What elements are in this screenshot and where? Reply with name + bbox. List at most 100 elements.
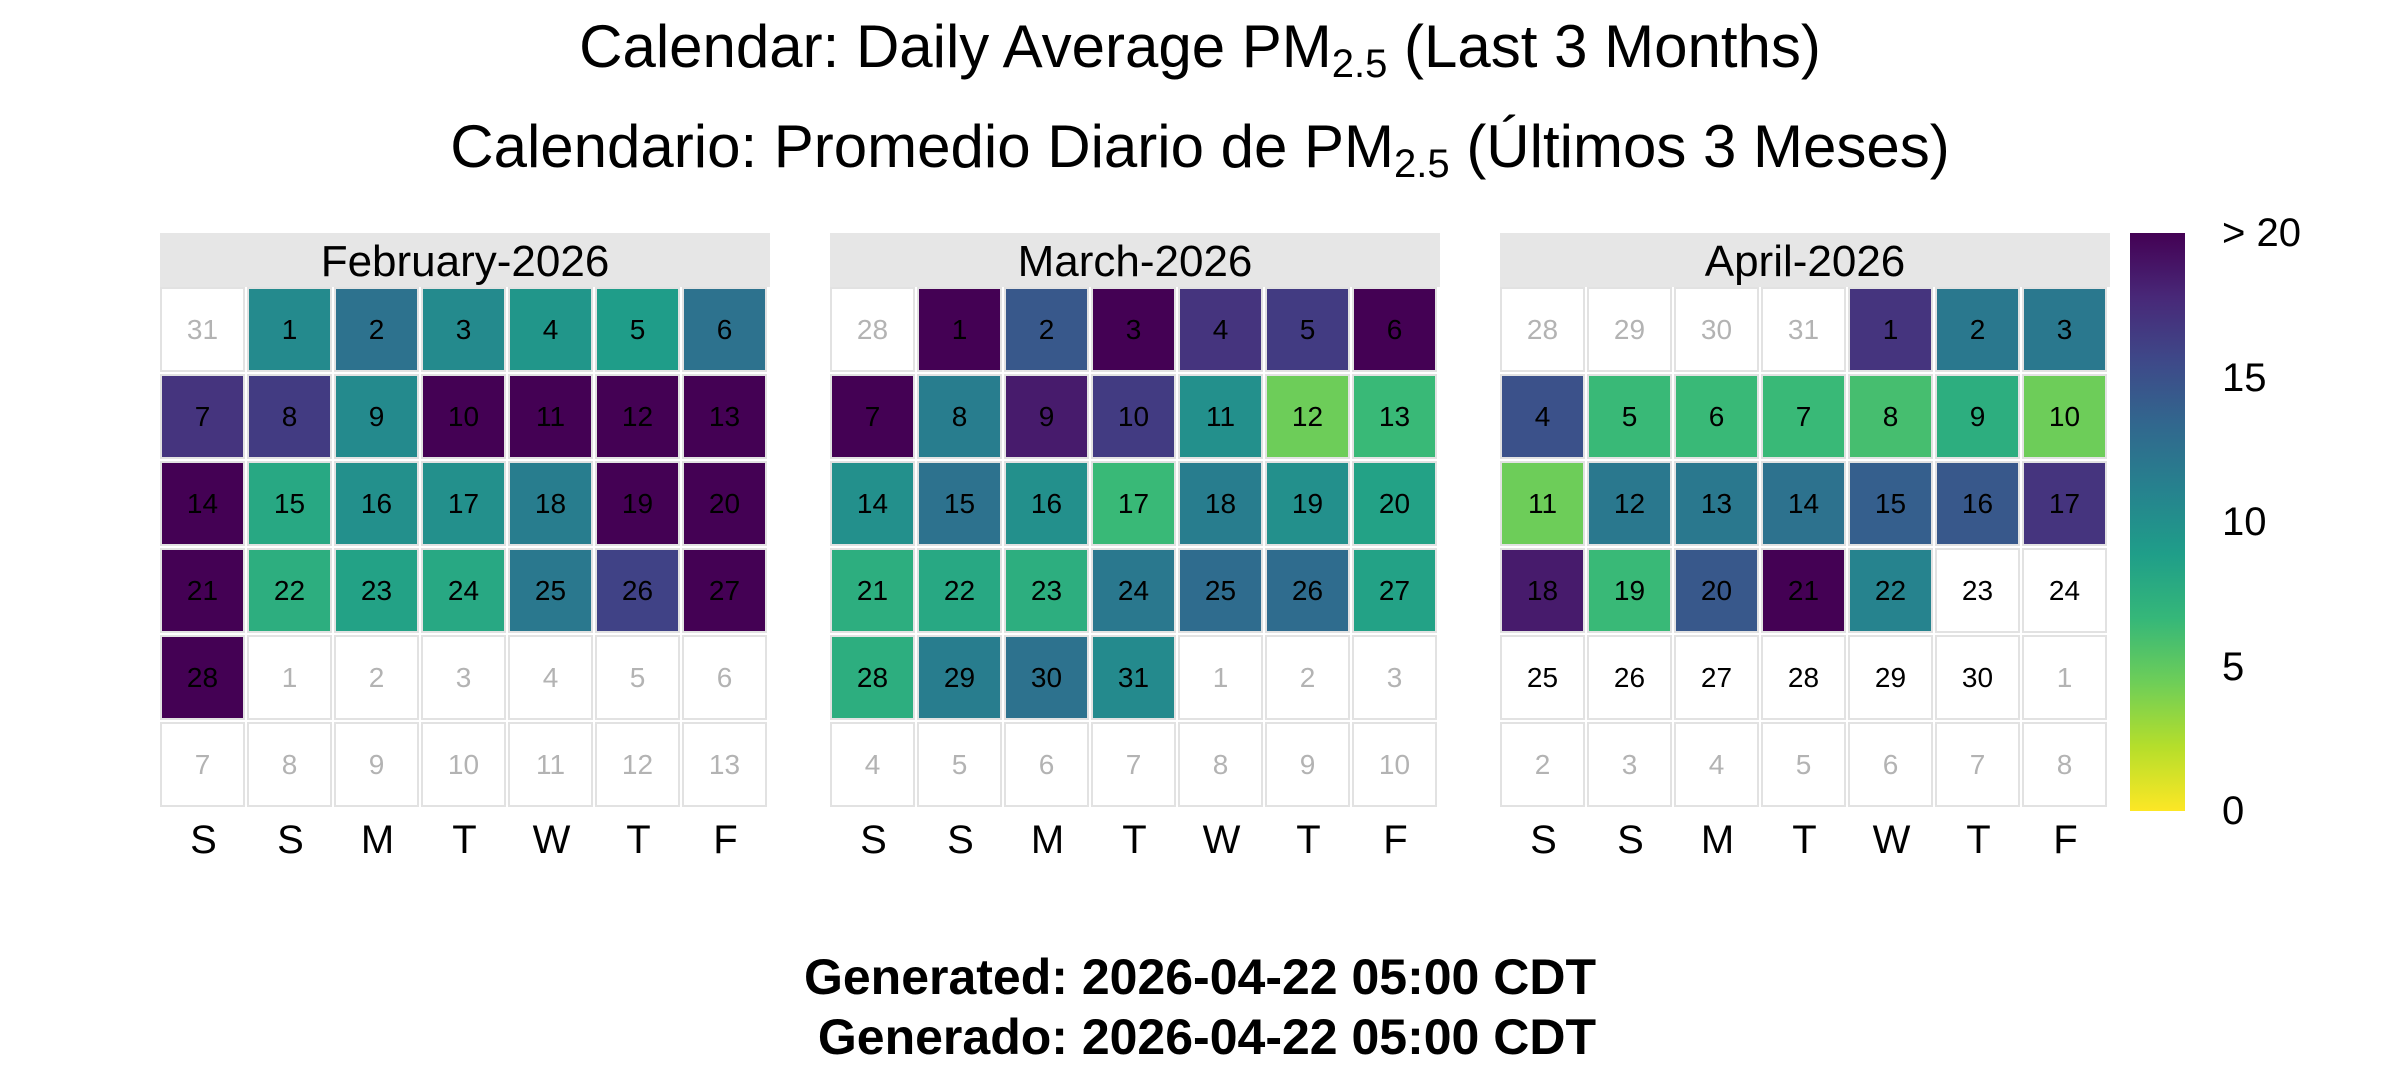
- weekday-label: T: [1792, 818, 1817, 862]
- weekday-label: S: [1617, 818, 1644, 862]
- calendar-day-cell: 9: [1004, 374, 1089, 459]
- calendar-day-cell: 12: [595, 374, 680, 459]
- calendar-day-cell: 21: [830, 548, 915, 633]
- title-en-suffix: (Last 3 Months): [1387, 13, 1821, 80]
- weekday-label: T: [626, 818, 651, 862]
- calendar-day-cell: 29: [1848, 635, 1933, 720]
- calendar-day-outside-month: 29: [1587, 287, 1672, 372]
- calendar-day-cell: 28: [160, 635, 245, 720]
- calendar-day-cell: 19: [1587, 548, 1672, 633]
- calendar-day-outside-month: 6: [1004, 722, 1089, 807]
- calendar-day-outside-month: 5: [1761, 722, 1846, 807]
- calendar-day-cell: 18: [1500, 548, 1585, 633]
- calendar-day-cell: 11: [508, 374, 593, 459]
- title-es-prefix: Calendario: Promedio Diario de PM: [450, 113, 1395, 180]
- generated-timestamp-english: Generated: 2026-04-22 05:00 CDT: [803, 949, 1597, 1005]
- calendar-day-cell: 11: [1178, 374, 1263, 459]
- calendar-day-cell: 12: [1265, 374, 1350, 459]
- calendar-day-outside-month: 2: [1265, 635, 1350, 720]
- calendar-day-cell: 15: [917, 461, 1002, 546]
- calendar-day-cell: 16: [1935, 461, 2020, 546]
- calendar-day-outside-month: 6: [1848, 722, 1933, 807]
- calendar-day-cell: 4: [508, 287, 593, 372]
- title-es-suffix: (Últimos 3 Meses): [1449, 113, 1950, 180]
- calendar-day-cell: 6: [682, 287, 767, 372]
- calendar-day-cell: 15: [247, 461, 332, 546]
- calendar-day-cell: 12: [1587, 461, 1672, 546]
- calendar-day-cell: 8: [247, 374, 332, 459]
- calendar-day-cell: 5: [1265, 287, 1350, 372]
- chart-title-english: Calendar: Daily Average PM2.5 (Last 3 Mo…: [0, 12, 2400, 84]
- month-label: April-2026: [1500, 233, 2110, 287]
- calendar-day-outside-month: 9: [334, 722, 419, 807]
- calendar-day-cell: 27: [1352, 548, 1437, 633]
- weekday-label: S: [947, 818, 974, 862]
- calendar-day-cell: 22: [247, 548, 332, 633]
- calendar-day-cell: 17: [421, 461, 506, 546]
- month-grid: 28 1 2 3 4 5 6 7 8 9 10 11 12 13 14 15 16 17 18 19 20 21 22 23 2…: [830, 287, 1440, 809]
- calendar-day-cell: 10: [421, 374, 506, 459]
- calendar-day-cell: 31: [1091, 635, 1176, 720]
- month-panel: April-2026 28 29 30 31 1 2 3 4 5 6 7 8 9 10 11 12 13 14 15 1…: [1500, 233, 2110, 809]
- calendar-day-cell: 3: [2022, 287, 2107, 372]
- calendar-day-outside-month: 6: [682, 635, 767, 720]
- calendar-day-cell: 28: [1761, 635, 1846, 720]
- calendar-day-outside-month: 2: [1500, 722, 1585, 807]
- calendar-day-outside-month: 10: [421, 722, 506, 807]
- color-scale-tick-label: > 20: [2222, 211, 2301, 255]
- calendar-day-cell: 27: [682, 548, 767, 633]
- month-panel: March-2026 28 1 2 3 4 5 6 7 8 9 10 11 12 13 14 15 16 17 18 1…: [830, 233, 1440, 809]
- calendar-day-cell: 4: [1178, 287, 1263, 372]
- weekday-label: W: [532, 818, 571, 862]
- calendar-day-outside-month: 11: [508, 722, 593, 807]
- calendar-day-outside-month: 13: [682, 722, 767, 807]
- weekday-label: S: [190, 818, 217, 862]
- calendar-day-outside-month: 4: [1674, 722, 1759, 807]
- calendar-day-cell: 1: [247, 287, 332, 372]
- calendar-day-cell: 18: [1178, 461, 1263, 546]
- calendar-day-cell: 11: [1500, 461, 1585, 546]
- calendar-day-cell: 30: [1004, 635, 1089, 720]
- weekday-label: M: [360, 818, 395, 862]
- calendar-day-cell: 26: [1265, 548, 1350, 633]
- chart-title-spanish: Calendario: Promedio Diario de PM2.5 (Úl…: [0, 112, 2400, 184]
- calendar-day-cell: 4: [1500, 374, 1585, 459]
- title-es-subscript: 2.5: [1394, 142, 1450, 186]
- weekday-label: W: [1202, 818, 1241, 862]
- weekday-label: S: [860, 818, 887, 862]
- weekday-label: T: [452, 818, 477, 862]
- weekday-label: T: [1966, 818, 1991, 862]
- calendar-day-outside-month: 5: [917, 722, 1002, 807]
- calendar-day-cell: 22: [1848, 548, 1933, 633]
- calendar-day-cell: 1: [1848, 287, 1933, 372]
- calendar-day-cell: 22: [917, 548, 1002, 633]
- calendar-day-cell: 24: [421, 548, 506, 633]
- title-en-subscript: 2.5: [1331, 42, 1388, 86]
- calendar-day-outside-month: 8: [247, 722, 332, 807]
- calendar-day-cell: 23: [1935, 548, 2020, 633]
- calendar-day-cell: 9: [1935, 374, 2020, 459]
- calendar-day-cell: 27: [1674, 635, 1759, 720]
- calendar-day-cell: 13: [1674, 461, 1759, 546]
- calendar-day-cell: 2: [334, 287, 419, 372]
- calendar-day-cell: 24: [2022, 548, 2107, 633]
- calendar-day-cell: 17: [2022, 461, 2107, 546]
- calendar-day-cell: 3: [421, 287, 506, 372]
- calendar-day-outside-month: 3: [1587, 722, 1672, 807]
- calendar-day-outside-month: 1: [2022, 635, 2107, 720]
- weekday-label: F: [1383, 818, 1408, 862]
- calendar-day-cell: 10: [1091, 374, 1176, 459]
- calendar-day-cell: 26: [1587, 635, 1672, 720]
- calendar-day-outside-month: 31: [160, 287, 245, 372]
- color-scale-tick-label: 15: [2222, 355, 2267, 400]
- weekday-label: T: [1122, 818, 1147, 862]
- calendar-day-outside-month: 7: [1091, 722, 1176, 807]
- calendar-day-outside-month: 28: [830, 287, 915, 372]
- generated-timestamp-spanish: Generado: 2026-04-22 05:00 CDT: [803, 1009, 1597, 1065]
- calendar-day-outside-month: 7: [1935, 722, 2020, 807]
- calendar-day-cell: 3: [1091, 287, 1176, 372]
- month-label: February-2026: [160, 233, 770, 287]
- calendar-day-outside-month: 1: [1178, 635, 1263, 720]
- calendar-day-outside-month: 4: [830, 722, 915, 807]
- weekday-label: S: [277, 818, 304, 862]
